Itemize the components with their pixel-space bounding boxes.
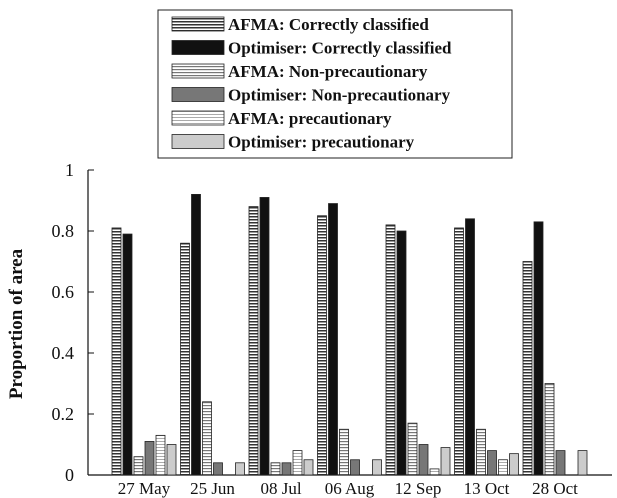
bar <box>248 206 259 476</box>
bar <box>202 401 212 476</box>
bar <box>191 193 201 476</box>
legend-swatch <box>171 134 225 149</box>
bar <box>292 450 303 476</box>
bar <box>339 428 349 476</box>
y-axis-label: Proportion of area <box>6 248 27 399</box>
bar <box>487 450 497 476</box>
y-tick-label: 1 <box>65 160 74 180</box>
bar <box>577 450 588 476</box>
legend-label: Optimiser: Non-precautionary <box>228 86 451 105</box>
bar <box>166 444 177 476</box>
legend-label: AFMA: Non-precautionary <box>228 62 428 81</box>
bars <box>111 193 588 476</box>
axes: 0 0.2 0.4 0.6 0.8 1 Proportion of area <box>6 160 612 485</box>
legend-label: Optimiser: precautionary <box>228 133 415 152</box>
legend-label: AFMA: precautionary <box>228 109 392 128</box>
bar <box>303 459 314 476</box>
legend-swatch <box>171 63 225 79</box>
bar <box>498 459 508 476</box>
x-tick-label: 12 Sep <box>395 479 442 498</box>
legend-label: Optimiser: Correctly classified <box>228 39 452 58</box>
bar <box>407 422 418 476</box>
x-tick-label: 27 May <box>118 479 171 498</box>
legend-label: AFMA: Correctly classified <box>228 15 429 34</box>
bar <box>454 227 464 476</box>
bar <box>509 453 519 476</box>
bar <box>440 447 451 476</box>
legend-swatch <box>171 40 225 55</box>
x-tick-label: 25 Jun <box>190 479 235 498</box>
bar <box>476 428 486 476</box>
bar <box>317 215 327 476</box>
legend-swatch <box>171 16 225 32</box>
bar <box>235 462 245 476</box>
y-tick-label: 0.2 <box>52 404 75 424</box>
bar <box>270 462 281 476</box>
legend-box <box>157 9 513 159</box>
x-tick-labels: 27 May 25 Jun 08 Jul 06 Aug 12 Sep 13 Oct 28 O… <box>118 479 578 498</box>
x-tick-label: 28 Oct <box>532 479 578 498</box>
bar <box>396 230 407 476</box>
bar <box>418 444 429 476</box>
bar <box>522 261 533 476</box>
legend-swatch <box>171 110 225 126</box>
x-tick-label: 13 Oct <box>464 479 510 498</box>
y-tick-label: 0.4 <box>52 343 75 363</box>
bar <box>259 197 270 476</box>
y-tick-label: 0.8 <box>52 221 75 241</box>
bar <box>429 468 440 476</box>
y-ticks: 0 0.2 0.4 0.6 0.8 1 <box>52 160 94 485</box>
x-tick-label: 06 Aug <box>325 479 375 498</box>
y-tick-label: 0.6 <box>52 282 75 302</box>
bar <box>144 441 155 476</box>
bar <box>465 218 475 476</box>
bar <box>385 224 396 476</box>
bar <box>122 233 133 476</box>
y-tick-label: 0 <box>65 465 74 485</box>
bar <box>544 383 555 476</box>
bar <box>533 221 544 476</box>
bar <box>180 242 190 476</box>
legend: AFMA: Correctly classified Optimiser: Cor… <box>157 9 513 159</box>
bar <box>213 462 223 476</box>
bar <box>133 456 144 476</box>
bar <box>281 462 292 476</box>
bar <box>350 459 360 476</box>
bar <box>328 203 338 476</box>
legend-swatch <box>171 87 225 102</box>
bar <box>111 227 122 476</box>
bar <box>555 450 566 476</box>
bar <box>155 434 166 476</box>
x-tick-label: 08 Jul <box>260 479 301 498</box>
bar <box>372 459 382 476</box>
